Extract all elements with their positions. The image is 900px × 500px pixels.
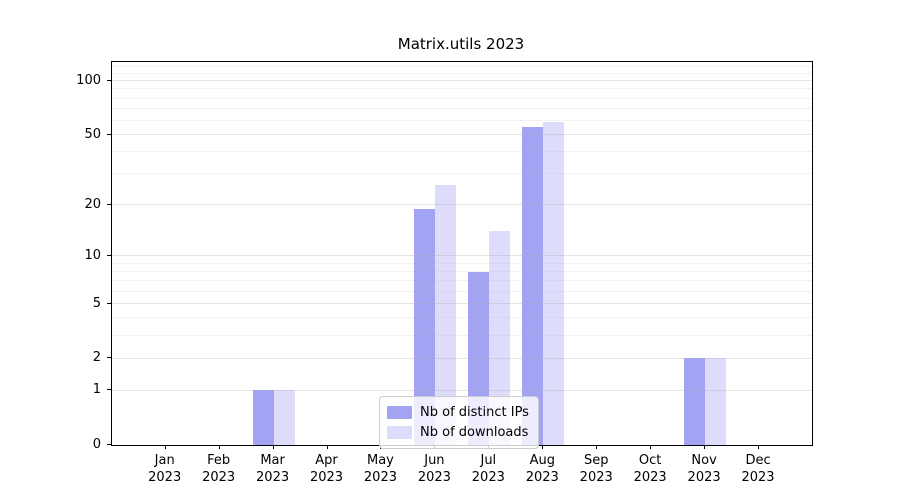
x-tick-apr <box>326 445 328 449</box>
x-tick-label-oct: Oct 2023 <box>633 453 667 485</box>
x-tick-label-jun: Jun 2023 <box>417 453 451 485</box>
y-tick-label-2: 2 <box>92 350 101 366</box>
y-tick-label-100: 100 <box>76 72 101 88</box>
x-tick-label-nov: Nov 2023 <box>687 453 721 485</box>
x-tick-aug <box>542 445 544 449</box>
x-tick-jan <box>164 445 166 449</box>
legend-item-downloads: Nb of downloads <box>387 422 529 442</box>
legend-swatch-downloads <box>387 425 412 439</box>
x-tick-label-dec: Dec 2023 <box>741 453 775 485</box>
bar-downloads-aug <box>543 121 565 445</box>
y-tick-label-5: 5 <box>92 295 101 311</box>
y-tick-0 <box>107 444 111 445</box>
bar-distinct-ips-aug <box>522 127 544 445</box>
bar-distinct-ips-mar <box>252 390 274 445</box>
bar-downloads-mar <box>273 390 295 445</box>
x-tick-label-feb: Feb 2023 <box>202 453 236 485</box>
y-tick-100 <box>107 79 111 81</box>
x-tick-label-aug: Aug 2023 <box>525 453 559 485</box>
y-tick-2 <box>107 357 111 359</box>
x-tick-label-jul: Jul 2023 <box>471 453 505 485</box>
y-tick-label-0: 0 <box>92 437 101 452</box>
legend-item-distinct-ips: Nb of distinct IPs <box>387 402 529 422</box>
legend-label-downloads: Nb of downloads <box>420 424 529 440</box>
x-tick-nov <box>704 445 706 449</box>
y-tick-20 <box>107 203 111 205</box>
x-tick-sep <box>596 445 598 449</box>
x-tick-label-mar: Mar 2023 <box>256 453 290 485</box>
x-tick-label-jan: Jan 2023 <box>148 453 182 485</box>
x-tick-oct <box>650 445 652 449</box>
bar-downloads-jul <box>489 231 511 445</box>
x-tick-label-sep: Sep 2023 <box>579 453 613 485</box>
legend-swatch-distinct-ips <box>387 405 412 419</box>
bar-downloads-jun <box>435 184 457 445</box>
y-tick-label-10: 10 <box>84 247 101 263</box>
x-tick-mar <box>272 445 274 449</box>
legend-label-distinct-ips: Nb of distinct IPs <box>420 404 529 420</box>
legend: Nb of distinct IPs Nb of downloads <box>379 396 539 449</box>
y-tick-1 <box>107 389 111 391</box>
bar-distinct-ips-nov <box>684 358 706 445</box>
chart-title: Matrix.utils 2023 <box>397 35 525 53</box>
x-tick-feb <box>218 445 220 449</box>
y-tick-5 <box>107 302 111 304</box>
y-tick-label-20: 20 <box>84 196 101 212</box>
x-tick-label-apr: Apr 2023 <box>309 453 344 485</box>
y-tick-10 <box>107 254 111 256</box>
y-tick-label-50: 50 <box>84 126 101 142</box>
y-tick-label-1: 1 <box>92 382 101 398</box>
x-tick-dec <box>758 445 760 449</box>
bar-downloads-nov <box>705 358 727 445</box>
y-tick-50 <box>107 133 111 135</box>
plot-area: Nb of distinct IPs Nb of downloads <box>111 61 813 449</box>
x-tick-label-may: May 2023 <box>363 453 397 485</box>
bar-distinct-ips-jun <box>414 208 436 445</box>
bars-layer <box>112 62 812 445</box>
